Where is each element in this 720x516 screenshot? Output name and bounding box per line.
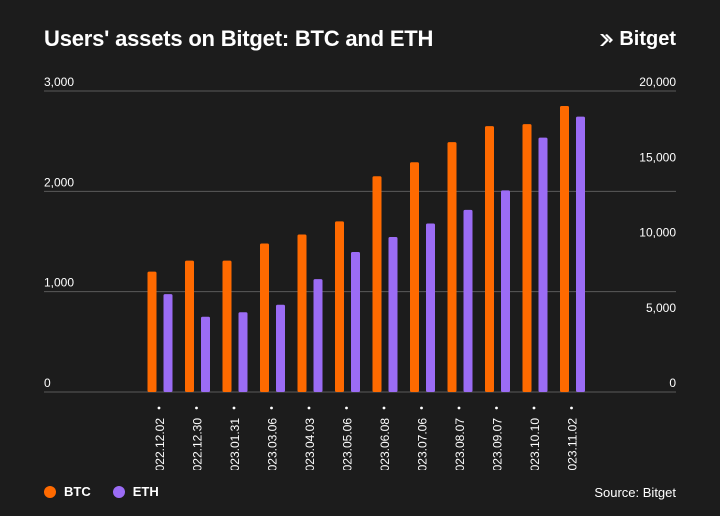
bar-btc: [372, 176, 382, 392]
bar-btc: [485, 126, 494, 392]
tick-dot: [532, 406, 536, 410]
bar-eth: [576, 116, 585, 393]
legend: BTC ETH: [44, 484, 159, 499]
right-axis-tick-label: 10,000: [639, 226, 676, 240]
tick-dot: [345, 406, 348, 410]
bitget-logo-icon: [600, 33, 614, 46]
legend-item-eth: ETH: [112, 484, 159, 499]
bar-eth: [501, 190, 510, 392]
x-axis-tick-label: 2023.04.03: [303, 418, 317, 470]
right-axis-tick-label: 0: [669, 376, 676, 390]
legend-label-eth: ETH: [132, 484, 159, 499]
left-axis-tick-label: 1,000: [44, 276, 74, 290]
left-axis-tick-label: 3,000: [44, 75, 74, 89]
x-axis-tick-label: 2023.03.06: [266, 418, 280, 470]
left-axis-tick-label: 2,000: [44, 175, 74, 189]
x-axis-tick-label: 2022.12.02: [153, 418, 167, 470]
tick-dot: [495, 406, 498, 410]
x-axis-tick-label: 2023.07.06: [416, 418, 430, 470]
bar-eth: [426, 223, 435, 392]
legend-item-btc: BTC: [44, 484, 91, 499]
tick-dot: [570, 406, 573, 410]
bar-btc: [222, 260, 232, 392]
x-axis-tick-label: 2023.06.08: [378, 418, 392, 470]
bar-eth: [163, 294, 173, 392]
bar-eth: [201, 316, 210, 392]
x-axis-tick-label: 2023.08.07: [453, 418, 467, 470]
bar-btc: [522, 124, 532, 393]
tick-dot: [157, 406, 161, 410]
left-axis-tick-label: 0: [44, 376, 51, 390]
legend-swatch-eth: [112, 485, 125, 498]
legend-label-btc: BTC: [64, 484, 91, 499]
x-axis-tick-label: 2022.12.30: [191, 418, 205, 470]
tick-dot: [195, 406, 198, 410]
bar-btc: [560, 106, 569, 393]
tick-dot: [307, 406, 311, 410]
bar-eth: [538, 137, 548, 392]
bar-btc: [147, 271, 157, 392]
legend-swatch-btc: [44, 485, 56, 498]
chart-title: Users' assets on Bitget: BTC and ETH: [44, 26, 434, 51]
bar-btc: [260, 243, 269, 392]
right-axis-tick-label: 5,000: [646, 301, 676, 315]
bar-eth: [238, 312, 248, 392]
bar-btc: [297, 234, 307, 392]
bar-eth: [276, 304, 285, 392]
x-axis-tick-label: 2023.01.31: [228, 418, 242, 470]
right-axis-tick-label: 20,000: [639, 75, 676, 89]
tick-dot: [420, 406, 423, 410]
tick-dot: [457, 406, 461, 410]
bar-eth: [351, 252, 360, 392]
x-axis-tick-label: 2023.05.06: [341, 418, 355, 470]
brand-logo: Bitget: [597, 28, 676, 51]
bar-eth: [313, 279, 323, 392]
bar-btc: [335, 221, 344, 392]
brand-name: Bitget: [619, 28, 676, 50]
bar-btc: [185, 260, 194, 392]
bar-eth: [388, 236, 398, 392]
bar-chart: 3,000 2,000 1,000 0 20,000 15,000 10,000 5,000 0…: [44, 75, 676, 470]
tick-dot: [270, 406, 273, 410]
bar-btc: [410, 162, 419, 392]
source-note: Source: Bitget: [594, 485, 676, 500]
x-axis-tick-label: 2023.09.07: [491, 418, 505, 470]
tick-dot: [382, 406, 386, 410]
x-axis-tick-label: 2023.11.02: [566, 418, 580, 470]
x-axis-tick-label: 2023.10.10: [528, 418, 542, 470]
bar-eth: [463, 209, 473, 392]
tick-dot: [232, 406, 236, 410]
right-axis-tick-label: 15,000: [639, 150, 676, 164]
bar-btc: [447, 142, 457, 392]
